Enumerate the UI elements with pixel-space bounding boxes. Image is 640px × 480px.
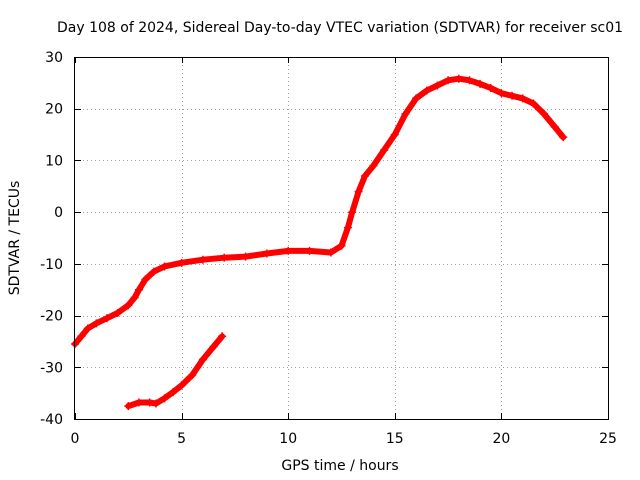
data-point <box>124 301 133 310</box>
y-tick-label: 0 <box>54 205 63 221</box>
data-point <box>209 342 218 351</box>
x-tick-label: 25 <box>599 431 617 447</box>
data-series <box>71 74 568 411</box>
series-line <box>72 75 567 347</box>
data-point <box>465 76 474 85</box>
data-point <box>444 76 453 85</box>
data-point <box>422 86 431 95</box>
data-point <box>262 249 271 258</box>
data-point <box>102 314 111 323</box>
data-point <box>241 252 250 261</box>
plot-frame <box>74 57 609 420</box>
x-tick-label: 15 <box>386 431 404 447</box>
data-point <box>380 146 389 155</box>
data-point <box>198 255 207 264</box>
data-point <box>220 253 229 262</box>
y-tick-label: 30 <box>45 50 63 66</box>
x-tick-label: 10 <box>279 431 297 447</box>
data-point <box>305 246 314 255</box>
data-point <box>145 398 154 407</box>
data-point <box>343 223 352 232</box>
data-point <box>188 371 197 380</box>
data-point <box>529 99 538 108</box>
data-point <box>134 398 143 407</box>
data-point <box>348 208 357 217</box>
x-tick-label: 5 <box>177 431 186 447</box>
data-point <box>149 267 158 276</box>
data-point <box>508 91 517 100</box>
data-point <box>540 109 549 118</box>
series-secondary-track <box>124 332 227 411</box>
x-tick-label: 20 <box>492 431 510 447</box>
data-point <box>77 332 86 341</box>
y-tick-label: -40 <box>40 412 63 428</box>
data-point <box>486 84 495 93</box>
data-point <box>177 381 186 390</box>
y-tick-label: -10 <box>40 257 63 273</box>
data-point <box>130 293 139 302</box>
data-point <box>124 402 133 411</box>
y-tick-label: -20 <box>40 309 63 325</box>
data-point <box>518 94 527 103</box>
data-point <box>559 133 568 142</box>
data-point <box>497 89 506 98</box>
x-tick-label: 0 <box>71 431 80 447</box>
series-line <box>125 333 226 410</box>
data-point <box>284 246 293 255</box>
data-point <box>152 399 161 408</box>
data-point <box>337 241 346 250</box>
data-point <box>83 324 92 333</box>
y-tick-label: 10 <box>45 153 63 169</box>
data-point <box>433 81 442 90</box>
data-point <box>218 332 227 341</box>
y-tick-label: -30 <box>40 360 63 376</box>
data-point <box>369 161 378 170</box>
data-point <box>160 262 169 271</box>
x-axis-label: GPS time / hours <box>281 458 398 474</box>
data-point <box>169 388 178 397</box>
data-point <box>390 130 399 139</box>
y-tick-label: 20 <box>45 102 63 118</box>
data-point <box>354 187 363 196</box>
series-main-track <box>71 74 568 349</box>
data-point <box>476 79 485 88</box>
data-point <box>360 171 369 180</box>
data-point <box>134 285 143 294</box>
data-point <box>141 275 150 284</box>
y-axis-label: SDTVAR / TECUs <box>7 181 23 296</box>
data-point <box>177 258 186 267</box>
data-point <box>160 394 169 403</box>
data-point <box>550 122 559 131</box>
tick-labels: 0 5 10 15 20 25 -40 -30 -20 -10 0 10 20 30 <box>40 50 617 447</box>
data-point <box>113 308 122 317</box>
data-point <box>326 248 335 257</box>
data-point <box>92 319 101 328</box>
data-point <box>198 355 207 364</box>
ticks <box>75 57 609 420</box>
chart-title: Day 108 of 2024, Sidereal Day-to-day VTE… <box>57 20 623 36</box>
data-point <box>454 74 463 83</box>
data-point <box>412 94 421 103</box>
data-point <box>401 109 410 118</box>
